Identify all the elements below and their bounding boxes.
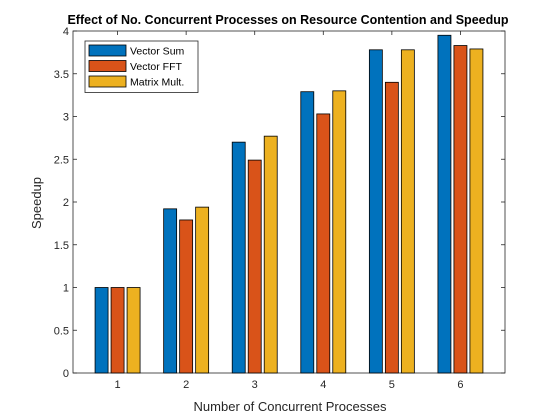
bar-vector-sum-1 — [94, 287, 109, 374]
y-tick-label: 2.5 — [54, 154, 69, 166]
y-tick-label: 2 — [63, 197, 69, 209]
legend-swatch — [88, 60, 127, 72]
x-axis-label: Number of Concurrent Processes — [194, 399, 387, 414]
bar-vector-sum-4 — [300, 91, 315, 374]
y-tick-label: 0 — [63, 368, 69, 380]
y-tick-label: 1 — [63, 283, 69, 295]
legend-entry: Matrix Mult. — [130, 77, 184, 89]
legend-entry: Vector FFT — [130, 61, 183, 73]
x-tick-label: 6 — [457, 379, 463, 391]
bar-vector-fft-2 — [179, 219, 194, 374]
bar-vector-sum-5 — [368, 49, 383, 374]
y-tick-label: 3 — [63, 112, 69, 124]
bar-matrix-mult-6 — [469, 48, 484, 374]
y-tick-label: 1.5 — [54, 240, 69, 252]
x-tick-label: 1 — [115, 379, 121, 391]
plot-area: 0 0.5 1 1.5 2 2.5 3 3.5 4 1 2 3 4 5 6 — [54, 26, 506, 391]
bar-vector-sum-2 — [163, 208, 178, 374]
x-tick-label: 4 — [320, 379, 326, 391]
y-tick-label: 3.5 — [54, 69, 69, 81]
x-tick-label: 5 — [389, 379, 395, 391]
chart-title: Effect of No. Concurrent Processes on Re… — [67, 13, 508, 27]
legend: Vector Sum Vector FFT Matrix Mult. — [84, 40, 199, 93]
x-tick-label: 3 — [252, 379, 258, 391]
y-tick-label: 4 — [63, 26, 69, 38]
legend-swatch — [88, 75, 127, 88]
bar-matrix-mult-4 — [332, 90, 347, 374]
bar-vector-sum-6 — [437, 34, 452, 374]
legend-entry: Vector Sum — [130, 46, 185, 58]
bar-matrix-mult-3 — [263, 135, 278, 374]
bar-vector-fft-5 — [384, 81, 399, 374]
legend-swatch — [88, 44, 127, 57]
bar-vector-fft-4 — [316, 113, 331, 374]
bar-vector-fft-1 — [110, 287, 125, 374]
bar-matrix-mult-1 — [126, 287, 141, 374]
y-tick-label: 0.5 — [54, 325, 69, 337]
bar-vector-fft-6 — [453, 45, 468, 374]
bar-vector-fft-3 — [247, 159, 262, 374]
bar-matrix-mult-5 — [400, 49, 415, 374]
bar-matrix-mult-2 — [195, 206, 210, 374]
x-tick-label: 2 — [183, 379, 189, 391]
bar-vector-sum-3 — [231, 141, 246, 374]
y-axis-label: Speedup — [29, 177, 44, 229]
